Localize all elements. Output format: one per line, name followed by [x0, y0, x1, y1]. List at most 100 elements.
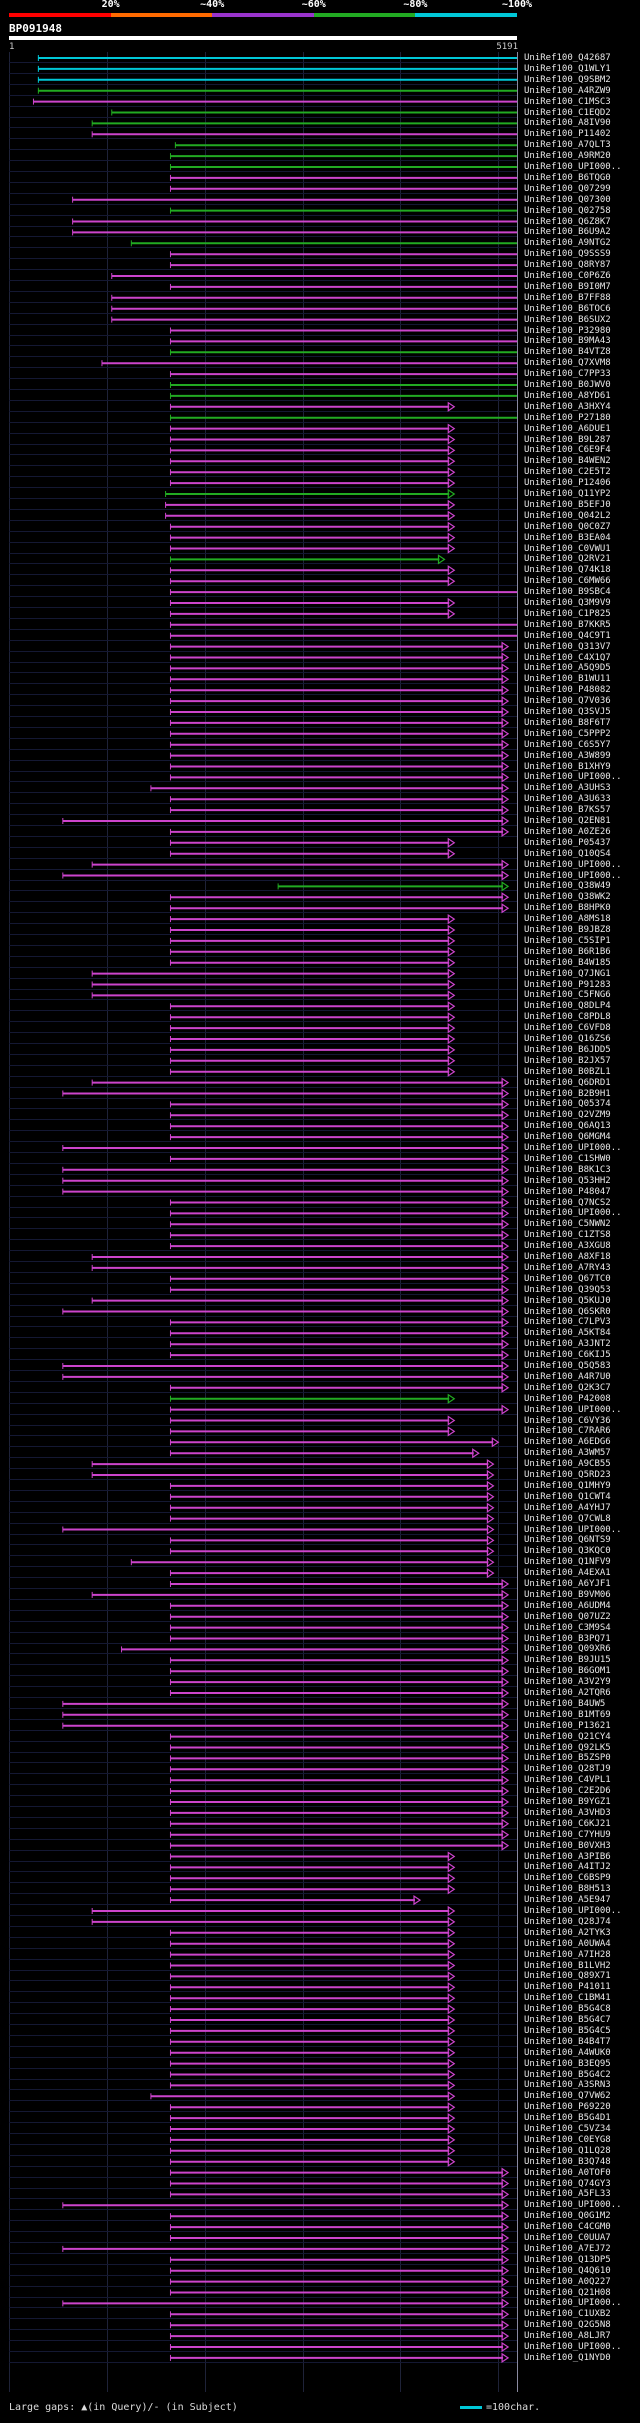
hit-label[interactable]: UniRef100_C2E5T2	[524, 467, 611, 477]
hit-label[interactable]: UniRef100_C1UXB2	[524, 2309, 611, 2319]
hit-label[interactable]: UniRef100_A0UWA4	[524, 1939, 611, 1949]
hit-label[interactable]: UniRef100_UPI000..	[524, 871, 622, 881]
hit-label[interactable]: UniRef100_Q07UZ2	[524, 1612, 611, 1622]
hit-label[interactable]: UniRef100_B4W185	[524, 958, 611, 968]
hit-label[interactable]: UniRef100_Q0C0Z7	[524, 522, 611, 532]
hit-label[interactable]: UniRef100_P27180	[524, 413, 611, 423]
hit-label[interactable]: UniRef100_B3EQ95	[524, 2059, 611, 2069]
hit-label[interactable]: UniRef100_Q1NYD0	[524, 2353, 611, 2363]
hit-label[interactable]: UniRef100_Q1CWT4	[524, 1492, 611, 1502]
hit-label[interactable]: UniRef100_Q4Q610	[524, 2266, 611, 2276]
hit-label[interactable]: UniRef100_C8PDL8	[524, 1012, 611, 1022]
hit-label[interactable]: UniRef100_Q28J74	[524, 1917, 611, 1927]
hit-label[interactable]: UniRef100_P32980	[524, 326, 611, 336]
hit-label[interactable]: UniRef100_P48047	[524, 1187, 611, 1197]
hit-label[interactable]: UniRef100_Q1NFV9	[524, 1557, 611, 1567]
hit-label[interactable]: UniRef100_UPI000..	[524, 1906, 622, 1916]
hit-label[interactable]: UniRef100_A4ITJ2	[524, 1862, 611, 1872]
hit-label[interactable]: UniRef100_Q7JNG1	[524, 969, 611, 979]
hit-label[interactable]: UniRef100_B0JWV0	[524, 380, 611, 390]
hit-label[interactable]: UniRef100_B4B4T7	[524, 2037, 611, 2047]
hit-label[interactable]: UniRef100_B9JBZ8	[524, 925, 611, 935]
hit-label[interactable]: UniRef100_Q74K18	[524, 565, 611, 575]
hit-label[interactable]: UniRef100_Q42687	[524, 53, 611, 63]
hit-label[interactable]: UniRef100_A8LJR7	[524, 2331, 611, 2341]
hit-label[interactable]: UniRef100_Q5KUJ0	[524, 1296, 611, 1306]
hit-label[interactable]: UniRef100_B1MT69	[524, 1710, 611, 1720]
hit-label[interactable]: UniRef100_A6YJF1	[524, 1579, 611, 1589]
hit-label[interactable]: UniRef100_C6KJ21	[524, 1819, 611, 1829]
hit-label[interactable]: UniRef100_B8H513	[524, 1884, 611, 1894]
hit-label[interactable]: UniRef100_Q042L2	[524, 511, 611, 521]
hit-label[interactable]: UniRef100_Q2G5N8	[524, 2320, 611, 2330]
hit-label[interactable]: UniRef100_Q3M9V9	[524, 598, 611, 608]
hit-label[interactable]: UniRef100_B7KKR5	[524, 620, 611, 630]
hit-label[interactable]: UniRef100_B6GOM1	[524, 1666, 611, 1676]
hit-label[interactable]: UniRef100_B2B9H1	[524, 1089, 611, 1099]
hit-label[interactable]: UniRef100_B8HPK0	[524, 903, 611, 913]
hit-label[interactable]: UniRef100_Q0G1M2	[524, 2211, 611, 2221]
hit-label[interactable]: UniRef100_UPI000..	[524, 1405, 622, 1415]
hit-label[interactable]: UniRef100_Q7VW62	[524, 2091, 611, 2101]
hit-label[interactable]: UniRef100_C5VZ34	[524, 2124, 611, 2134]
hit-label[interactable]: UniRef100_Q89X71	[524, 1971, 611, 1981]
hit-label[interactable]: UniRef100_Q1WLY1	[524, 64, 611, 74]
hit-label[interactable]: UniRef100_C5SIP1	[524, 936, 611, 946]
hit-label[interactable]: UniRef100_C0P6Z6	[524, 271, 611, 281]
hit-label[interactable]: UniRef100_B5G4C8	[524, 2004, 611, 2014]
hit-label[interactable]: UniRef100_B9JU15	[524, 1655, 611, 1665]
hit-label[interactable]: UniRef100_C6S5Y7	[524, 740, 611, 750]
hit-label[interactable]: UniRef100_Q05374	[524, 1099, 611, 1109]
hit-label[interactable]: UniRef100_A5FL33	[524, 2189, 611, 2199]
hit-label[interactable]: UniRef100_UPI000..	[524, 860, 622, 870]
hit-label[interactable]: UniRef100_UPI000..	[524, 1208, 622, 1218]
hit-label[interactable]: UniRef100_A0ZE26	[524, 827, 611, 837]
hit-label[interactable]: UniRef100_Q11YP2	[524, 489, 611, 499]
hit-label[interactable]: UniRef100_B9YGZ1	[524, 1797, 611, 1807]
hit-label[interactable]: UniRef100_Q6MGM4	[524, 1132, 611, 1142]
hit-label[interactable]: UniRef100_B6R1B6	[524, 947, 611, 957]
hit-label[interactable]: UniRef100_A3JNT2	[524, 1339, 611, 1349]
hit-label[interactable]: UniRef100_A3HXY4	[524, 402, 611, 412]
hit-label[interactable]: UniRef100_B1XHY9	[524, 762, 611, 772]
hit-label[interactable]: UniRef100_A6UDM4	[524, 1601, 611, 1611]
hit-label[interactable]: UniRef100_A0Q227	[524, 2277, 611, 2287]
hit-label[interactable]: UniRef100_B5G4C5	[524, 2026, 611, 2036]
hit-label[interactable]: UniRef100_A3PIB6	[524, 1852, 611, 1862]
hit-label[interactable]: UniRef100_B7FF88	[524, 293, 611, 303]
hit-label[interactable]: UniRef100_C4VPL1	[524, 1775, 611, 1785]
hit-label[interactable]: UniRef100_C0EYG8	[524, 2135, 611, 2145]
hit-label[interactable]: UniRef100_A3VHD3	[524, 1808, 611, 1818]
hit-label[interactable]: UniRef100_P91283	[524, 980, 611, 990]
hit-label[interactable]: UniRef100_C5PPP2	[524, 729, 611, 739]
hit-label[interactable]: UniRef100_B9VM06	[524, 1590, 611, 1600]
hit-label[interactable]: UniRef100_Q7V036	[524, 696, 611, 706]
hit-label[interactable]: UniRef100_A3XGU8	[524, 1241, 611, 1251]
hit-label[interactable]: UniRef100_A7EJ72	[524, 2244, 611, 2254]
hit-label[interactable]: UniRef100_A9NTG2	[524, 238, 611, 248]
hit-label[interactable]: UniRef100_C6VFD8	[524, 1023, 611, 1033]
hit-label[interactable]: UniRef100_Q313V7	[524, 642, 611, 652]
hit-label[interactable]: UniRef100_Q6AQ13	[524, 1121, 611, 1131]
hit-label[interactable]: UniRef100_UPI000..	[524, 2298, 622, 2308]
hit-label[interactable]: UniRef100_Q7XVM8	[524, 358, 611, 368]
hit-label[interactable]: UniRef100_C0VWU1	[524, 544, 611, 554]
hit-label[interactable]: UniRef100_Q6Z8K7	[524, 217, 611, 227]
hit-label[interactable]: UniRef100_B3Q748	[524, 2157, 611, 2167]
hit-label[interactable]: UniRef100_C5NWN2	[524, 1219, 611, 1229]
hit-label[interactable]: UniRef100_Q3SVJ5	[524, 707, 611, 717]
hit-label[interactable]: UniRef100_C2E2D6	[524, 1786, 611, 1796]
hit-label[interactable]: UniRef100_A7IH28	[524, 1950, 611, 1960]
hit-label[interactable]: UniRef100_A6EDG6	[524, 1437, 611, 1447]
hit-label[interactable]: UniRef100_UPI000..	[524, 772, 622, 782]
hit-label[interactable]: UniRef100_B9I0M7	[524, 282, 611, 292]
hit-label[interactable]: UniRef100_Q39Q53	[524, 1285, 611, 1295]
hit-label[interactable]: UniRef100_B3PQ71	[524, 1634, 611, 1644]
hit-label[interactable]: UniRef100_C7LPV3	[524, 1317, 611, 1327]
hit-label[interactable]: UniRef100_P48082	[524, 685, 611, 695]
hit-label[interactable]: UniRef100_P69220	[524, 2102, 611, 2112]
hit-label[interactable]: UniRef100_C6VY36	[524, 1416, 611, 1426]
hit-label[interactable]: UniRef100_B3EA04	[524, 533, 611, 543]
hit-label[interactable]: UniRef100_Q2RV21	[524, 554, 611, 564]
hit-label[interactable]: UniRef100_B5G4C2	[524, 2070, 611, 2080]
